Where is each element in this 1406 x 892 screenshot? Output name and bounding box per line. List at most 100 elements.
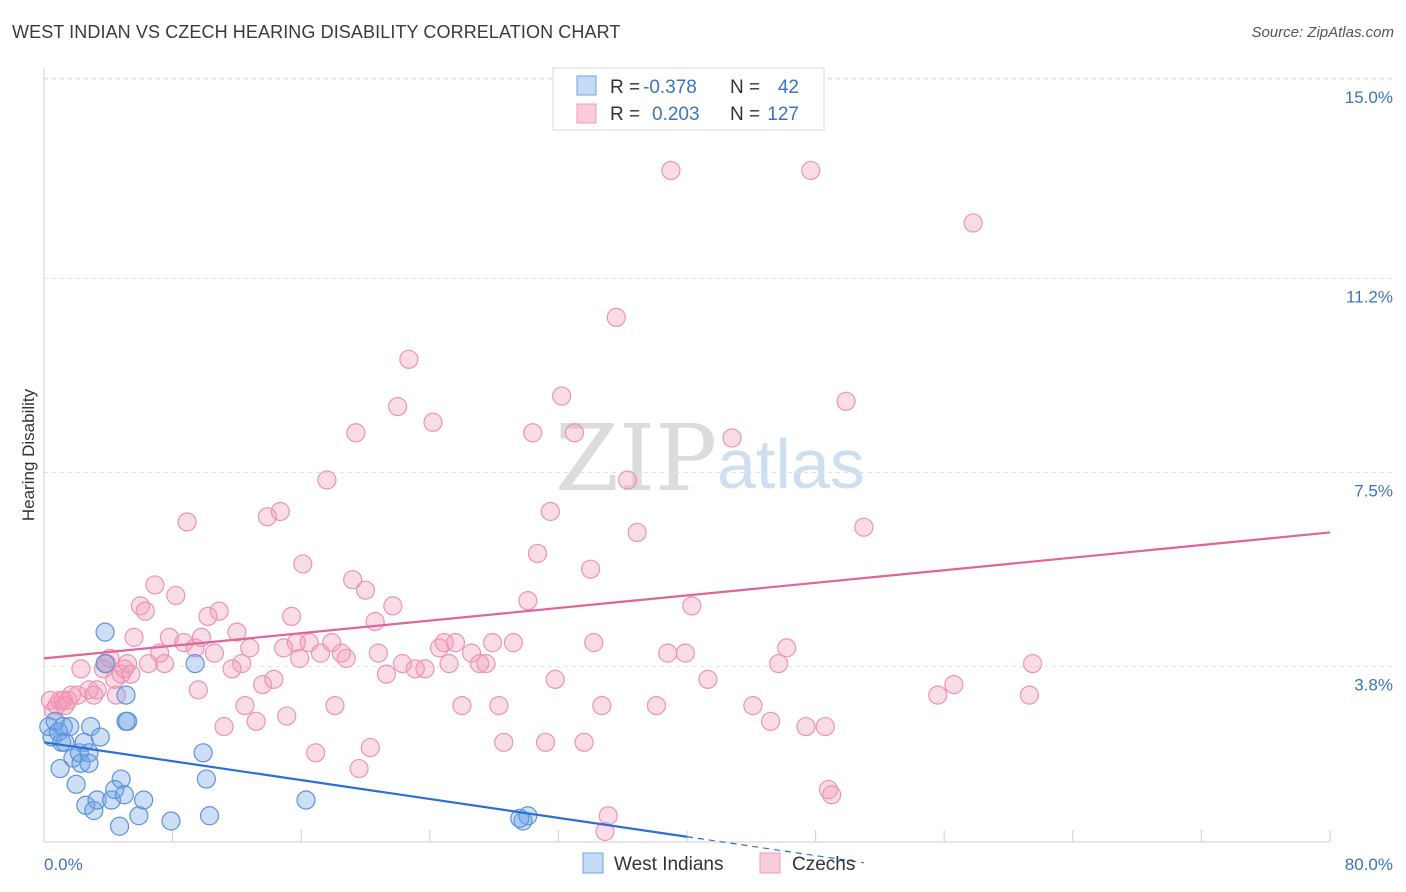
west-indians-point-35 xyxy=(193,743,213,763)
czechs-point-74 xyxy=(392,654,413,674)
west-indians-point-22 xyxy=(95,622,115,642)
czechs-point-97 xyxy=(552,386,572,406)
legend-n-label-pink: N = xyxy=(730,104,760,125)
czechs-point-125 xyxy=(854,517,874,537)
y-tick-label-3: 15.0% xyxy=(1345,88,1393,107)
y-axis-label: Hearing Disability xyxy=(19,388,38,521)
legend-r-value-pink: 0.203 xyxy=(652,104,700,125)
czechs-point-20 xyxy=(117,654,138,674)
czechs-point-95 xyxy=(540,501,560,522)
czechs-point-104 xyxy=(598,806,618,826)
czechs-point-91 xyxy=(518,591,538,611)
legend-r-value-blue: -0.378 xyxy=(643,77,697,98)
source-credit: Source: ZipAtlas.com xyxy=(1251,24,1394,41)
czechs-point-108 xyxy=(646,695,667,716)
czechs-point-102 xyxy=(592,695,612,716)
series-legend-czechs: Czechs xyxy=(792,854,855,875)
legend-n-value-pink: 127 xyxy=(767,104,799,125)
watermark-atlas: atlas xyxy=(717,425,865,503)
series-legend-swatch-czechs xyxy=(759,852,781,874)
watermark-zip: ZIP xyxy=(555,405,717,512)
czechs-point-5 xyxy=(55,695,75,716)
czechs-point-94 xyxy=(535,732,556,752)
chart-title: WEST INDIAN VS CZECH HEARING DISABILITY … xyxy=(12,22,621,42)
czechs-point-76 xyxy=(405,659,425,679)
czechs-point-39 xyxy=(214,716,234,737)
czechs-point-96 xyxy=(545,669,565,689)
czechs-point-50 xyxy=(273,638,294,658)
czechs-point-8 xyxy=(68,685,88,705)
west-indians-point-8 xyxy=(60,716,80,737)
czechs-point-124 xyxy=(836,391,856,411)
czechs-point-109 xyxy=(661,160,681,181)
west-indians-point-6 xyxy=(50,758,70,779)
czechs-point-119 xyxy=(796,716,816,737)
west-indians-point-34 xyxy=(185,654,205,674)
y-tick-labels: 3.8% 7.5% 11.2% 15.0% xyxy=(1345,88,1393,695)
czechs-point-26 xyxy=(145,575,165,595)
west-indians-point-36 xyxy=(196,769,216,789)
czechs-point-81 xyxy=(439,654,459,674)
west-indians-points xyxy=(39,622,538,836)
czechs-point-88 xyxy=(489,695,509,716)
west-indians-point-28 xyxy=(116,685,136,705)
czechs-point-36 xyxy=(198,606,218,627)
czechs-point-122 xyxy=(818,779,839,800)
czechs-point-44 xyxy=(240,638,260,658)
czechs-point-43 xyxy=(235,695,255,716)
west-indians-point-5 xyxy=(53,716,73,737)
west-indians-point-26 xyxy=(111,769,131,789)
czechs-point-120 xyxy=(801,160,821,181)
czechs-point-83 xyxy=(452,695,472,716)
czechs-point-6 xyxy=(58,690,78,710)
czechs-point-84 xyxy=(461,643,482,663)
czechs-point-34 xyxy=(188,680,208,700)
czechs-point-32 xyxy=(177,512,197,532)
west-indians-trend-extension xyxy=(686,836,864,864)
czechs-point-40 xyxy=(222,659,242,679)
czechs-point-47 xyxy=(257,507,278,527)
x-ticks xyxy=(43,830,1331,842)
czechs-point-24 xyxy=(135,601,155,621)
correlation-legend: R = -0.378 N = 42 R = 0.203 N = 127 xyxy=(552,67,825,131)
legend-swatch-blue xyxy=(576,75,597,96)
legend-box xyxy=(552,67,825,131)
czechs-point-48 xyxy=(264,669,284,689)
czechs-point-77 xyxy=(415,659,435,679)
czechs-point-45 xyxy=(246,711,266,731)
czechs-point-52 xyxy=(281,606,302,627)
west-indians-point-10 xyxy=(66,774,86,794)
czechs-point-30 xyxy=(166,585,186,606)
x-tick-label-max: 80.0% xyxy=(1345,855,1393,874)
west-indians-point-38 xyxy=(296,790,316,810)
czechs-point-17 xyxy=(106,685,126,705)
gridlines xyxy=(44,77,1393,668)
czechs-point-63 xyxy=(336,648,356,668)
czechs-point-99 xyxy=(574,732,594,752)
czechs-points xyxy=(40,160,1043,842)
series-legend: West Indians Czechs xyxy=(582,852,855,875)
west-indians-point-37 xyxy=(199,806,220,826)
czechs-point-19 xyxy=(114,659,134,679)
legend-n-value-blue: 42 xyxy=(778,77,799,98)
czechs-point-2 xyxy=(47,695,67,716)
czechs-point-60 xyxy=(322,633,342,653)
czechs-point-65 xyxy=(346,423,366,443)
west-indians-point-32 xyxy=(134,790,154,810)
czechs-point-27 xyxy=(150,643,170,663)
czechs-point-7 xyxy=(61,685,81,705)
czechs-point-67 xyxy=(355,580,376,600)
czechs-point-49 xyxy=(270,501,290,522)
czechs-point-71 xyxy=(376,664,396,684)
czechs-point-92 xyxy=(523,423,543,443)
czechs-point-73 xyxy=(388,396,408,417)
czechs-point-130 xyxy=(1023,654,1043,674)
czechs-point-70 xyxy=(368,643,388,663)
czechs-point-51 xyxy=(277,706,297,726)
czechs-point-12 xyxy=(87,680,107,700)
czechs-point-126 xyxy=(928,685,948,705)
czechs-point-37 xyxy=(204,643,224,663)
czechs-point-123 xyxy=(822,785,842,805)
czechs-point-55 xyxy=(293,554,313,574)
